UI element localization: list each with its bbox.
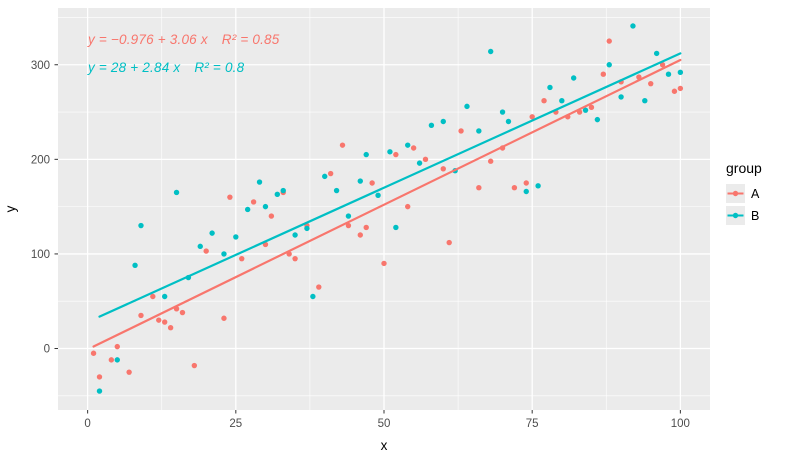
major-gridlines (58, 8, 710, 410)
x-tick-label: 100 (671, 418, 690, 430)
y-tick-label: 200 (31, 154, 50, 166)
legend: group A B (726, 160, 762, 228)
x-tick-label: 0 (84, 418, 90, 430)
legend-entry-B: B (726, 206, 762, 225)
y-tick-label: 300 (31, 60, 50, 72)
y-axis-title: y (3, 205, 18, 212)
legend-key-B-icon (726, 206, 745, 225)
scatter-plot: 0 25 50 75 100 0 100 200 300 x y (3, 8, 710, 453)
x-tick-label: 25 (229, 418, 242, 430)
y-tick-label: 0 (44, 344, 50, 356)
x-axis-title: x (381, 438, 388, 453)
equation-text-a: y = −0.976 + 3.06 x (88, 32, 208, 47)
x-tick-label: 50 (378, 418, 391, 430)
x-tick-label: 75 (526, 418, 539, 430)
legend-key-A-icon (726, 184, 745, 203)
legend-entry-A: A (726, 184, 762, 203)
equation-text-b: y = 28 + 2.84 x (88, 60, 181, 75)
axis-ticks: 0 25 50 75 100 0 100 200 300 (31, 60, 690, 430)
points-series-B (96, 23, 684, 394)
fit-line-A (92, 58, 682, 348)
regression-equation-a: y = −0.976 + 3.06 x R² = 0.85 (88, 32, 279, 47)
chart-svg: 0 25 50 75 100 0 100 200 300 x y (3, 8, 710, 453)
legend-label-B: B (751, 208, 760, 223)
r2-text-a: R² = 0.85 (221, 32, 280, 47)
legend-label-A: A (751, 186, 760, 201)
y-tick-label: 100 (31, 249, 50, 261)
r2-text-b: R² = 0.8 (194, 60, 245, 75)
fit-line-B (98, 52, 682, 318)
legend-title: group (726, 160, 762, 176)
regression-equation-b: y = 28 + 2.84 x R² = 0.8 (88, 60, 244, 75)
